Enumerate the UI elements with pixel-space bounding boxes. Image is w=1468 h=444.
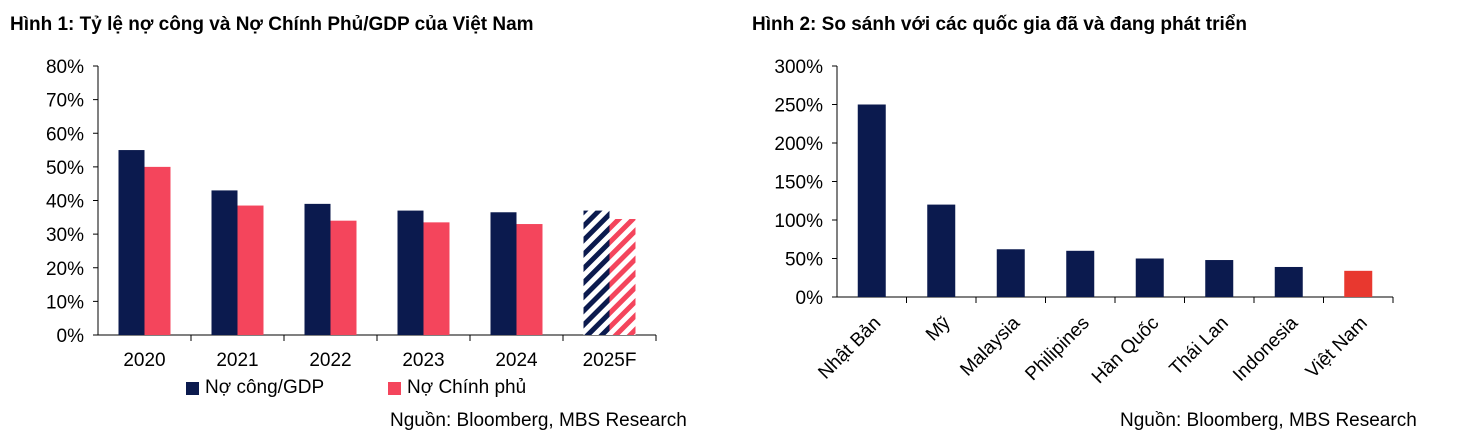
chart1-bar-no-chinh-phu-2021 [237,205,264,335]
chart2-x-tick-label: Hàn Quốc [1088,313,1163,388]
chart2-x-tick-label: Indonesia [1229,312,1302,385]
chart2-y-tick-label: 250% [774,96,823,117]
chart1-bar-no-cong-2024 [490,212,517,335]
chart1-bar-no-cong-2021 [211,190,238,335]
chart1-bar-no-chinh-phu-2020 [144,166,171,335]
chart2-y-tick-label: 100% [774,211,823,232]
chart2-bar-6 [1274,266,1303,297]
chart1-y-tick-label: 60% [46,124,84,145]
chart2-x-tick-label: Mỹ [922,312,955,345]
chart2-y-tick-label: 50% [785,250,823,271]
chart1-bar-no-chinh-phu-2025F [609,218,636,335]
chart1-y-tick-label: 0% [57,326,85,347]
chart1-y-tick-label: 80% [46,57,84,78]
chart2-y-tick-label: 0% [796,288,824,309]
chart2-x-tick-label: Philipines [1021,313,1093,385]
chart2-y-tick-label: 200% [774,134,823,155]
chart2-title: Hình 2: So sánh với các quốc gia đã và đ… [752,14,1247,35]
chart1-y-tick-label: 20% [46,259,84,280]
chart1-x-tick-label: 2024 [495,350,538,371]
chart2-bar-1 [927,204,956,297]
chart1-y-tick-label: 10% [46,292,84,313]
chart1-y-tick-label: 50% [46,158,84,179]
chart2-y-tick-label: 150% [774,173,823,194]
chart2-bar-2 [996,249,1025,297]
chart1-y-tick-label: 70% [46,91,84,112]
chart1-bar-no-cong-2025F [583,210,610,335]
legend-label-no-cong: Nợ công/GDP [205,377,325,398]
chart1-x-tick-label: 2020 [123,350,165,371]
chart1-bar-no-chinh-phu-2024 [516,224,543,335]
chart2-x-tick-label: Thái Lan [1166,313,1233,380]
legend-swatch-no-cong [186,381,199,395]
chart1-source: Nguồn: Bloomberg, MBS Research [390,410,687,431]
chart2-bar-0 [857,104,886,297]
legend-item-no-chinh-phu: Nợ Chính phủ [388,377,526,399]
chart2-bar-4 [1135,258,1164,297]
chart2-x-tick-label: Nhật Bản [814,313,885,384]
chart1-bar-no-chinh-phu-2022 [330,220,357,335]
chart2-bar-3 [1066,250,1095,297]
chart1-x-tick-label: 2021 [216,350,258,371]
chart2-bar-5 [1205,260,1234,297]
legend-label-no-chinh-phu: Nợ Chính phủ [407,377,527,398]
chart1-y-tick-label: 40% [46,192,84,213]
legend-item-no-cong: Nợ công/GDP [186,377,324,399]
chart2-y-tick-label: 300% [774,57,823,78]
chart1-x-tick-label: 2022 [309,350,351,371]
chart1-x-tick-label: 2023 [402,350,444,371]
chart1-bar-no-cong-2020 [118,150,145,335]
chart1-bar-no-cong-2023 [397,210,424,335]
chart2-bar-7 [1344,270,1373,297]
legend-swatch-no-chinh-phu [388,381,401,395]
chart1-x-tick-label: 2025F [583,350,637,371]
chart1-bar-no-cong-2022 [304,203,331,335]
chart1-y-tick-label: 30% [46,225,84,246]
chart2-source: Nguồn: Bloomberg, MBS Research [1120,410,1417,431]
chart2-x-tick-label: Malaysia [956,312,1024,380]
chart1-bar-no-chinh-phu-2023 [423,222,450,335]
chart2-x-tick-label: Việt Nam [1302,313,1372,383]
chart1-title: Hình 1: Tỷ lệ nợ công và Nợ Chính Phủ/GD… [10,14,534,35]
